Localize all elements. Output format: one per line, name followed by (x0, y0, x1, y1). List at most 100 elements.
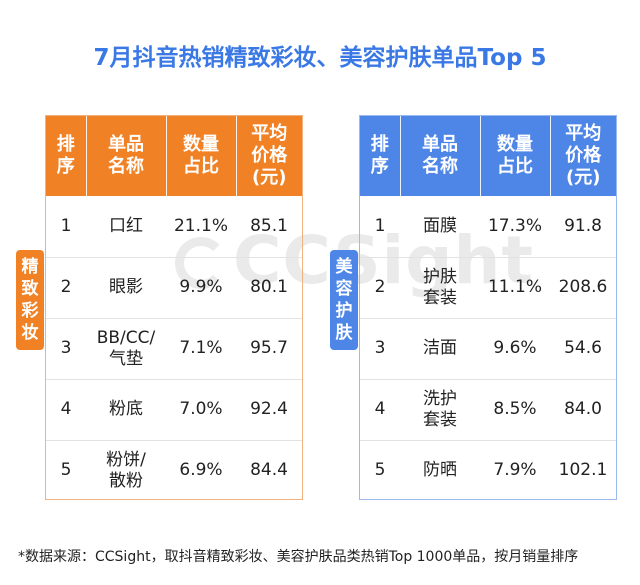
price-cell: 91.8 (550, 196, 616, 258)
rank-cell: 5 (60, 460, 72, 481)
share-cell: 7.1% (166, 318, 236, 380)
text-line: 粉饼/ (106, 449, 146, 470)
price-cell: 84.4 (250, 460, 288, 481)
column-header: 排序 (46, 116, 87, 196)
price-cell: 54.6 (550, 318, 616, 380)
share-cell: 21.1% (166, 196, 236, 258)
text-line: 数量 (183, 134, 219, 155)
text-line: 套装 (423, 287, 457, 308)
text-line: 数量 (497, 134, 533, 155)
text-line: 套装 (423, 409, 457, 430)
text-line: 平均 (565, 123, 602, 144)
text-line: 排 (56, 134, 75, 155)
text-line: 彩 (21, 301, 39, 321)
table-row: 3 洁面 9.6% 54.6 (360, 318, 616, 380)
table-header-row: 排序单品 名称 数量 占比 平均 价格 (元) (360, 116, 616, 196)
rank-cell: 3 (46, 318, 86, 380)
share-cell: 7.9% (493, 460, 537, 481)
text-line: 价格 (565, 145, 602, 166)
product-name-cell: BB/CC/气垫 (86, 318, 166, 380)
share-cell: 17.3% (480, 196, 550, 258)
table-row: 3 BB/CC/气垫 7.1% 95.7 (46, 318, 302, 380)
rank-cell: 1 (360, 196, 400, 258)
share-cell: 11.1% (480, 257, 550, 319)
product-name-cell: 粉底 (86, 379, 166, 441)
text-line: 护 (335, 301, 353, 321)
text-line: 名称 (422, 156, 458, 177)
text-line: 妆 (21, 323, 39, 343)
rank-cell: 2 (360, 257, 400, 319)
rank-cell: 3 (360, 318, 400, 380)
text-line: 容 (335, 279, 353, 299)
price-cell: 208.6 (550, 257, 616, 319)
column-header: 单品 名称 (86, 116, 167, 196)
table-row: 4 粉底 7.0% 92.4 (46, 379, 302, 441)
price-cell: 84.0 (550, 379, 616, 441)
table-row: 1 口红 21.1% 85.1 (46, 196, 302, 258)
text-line: 洗护 (423, 388, 457, 409)
rank-cell: 5 (374, 460, 386, 481)
text-line: 防晒 (423, 460, 457, 481)
text-line: 序 (370, 156, 389, 177)
text-line: 美 (335, 257, 353, 277)
share-cell: 9.6% (480, 318, 550, 380)
text-line: (元) (252, 167, 287, 188)
table-row: 5 粉饼/散粉 6.9% 84.4 (46, 440, 302, 501)
text-line: 平均 (251, 123, 288, 144)
makeup-table: 排序单品 名称 数量 占比 平均 价格 (元) 1 口红 21.1% 85.1 2 眼影 9.9% 80.… (46, 116, 302, 501)
text-line: 序 (56, 156, 75, 177)
skincare-table: 排序单品 名称 数量 占比 平均 价格 (元) 1 面膜 17.3% 91.8 2 护肤 套装 11.1%… (360, 116, 616, 501)
text-line: 占比 (183, 156, 219, 177)
rank-cell: 2 (46, 257, 86, 319)
product-name-cell: 面膜 (400, 196, 480, 258)
product-name-cell: 防晒 (400, 440, 480, 501)
table-row: 2 护肤 套装 11.1% 208.6 (360, 257, 616, 319)
text-line: 洁面 (423, 338, 457, 358)
table-header-row: 排序单品 名称 数量 占比 平均 价格 (元) (46, 116, 302, 196)
text-line: 单品 (108, 134, 144, 155)
left-table-frame (45, 115, 303, 500)
rank-cell: 1 (46, 196, 86, 258)
text-line: 眼影 (109, 277, 143, 297)
product-name-cell: 眼影 (86, 257, 166, 319)
text-line: 价格 (251, 145, 288, 166)
price-cell: 102.1 (558, 460, 608, 481)
product-name-cell: 粉饼/散粉 (86, 440, 166, 501)
text-line: 名称 (108, 156, 144, 177)
share-cell: 8.5% (480, 379, 550, 441)
product-name-cell: 洁面 (400, 318, 480, 380)
text-line: 精 (21, 257, 39, 277)
product-name-cell: 口红 (86, 196, 166, 258)
column-header: 单品 名称 (400, 116, 481, 196)
price-cell: 80.1 (236, 257, 302, 319)
price-cell: 92.4 (236, 379, 302, 441)
table-row: 4 洗护 套装 8.5% 84.0 (360, 379, 616, 441)
category-label-makeup: 精致彩妆 (16, 250, 44, 350)
table-row: 2 眼影 9.9% 80.1 (46, 257, 302, 319)
column-header: 数量 占比 (166, 116, 237, 196)
text-line: 口红 (109, 215, 143, 236)
text-line: 肤 (335, 323, 353, 343)
column-header: 数量 占比 (480, 116, 551, 196)
share-cell: 7.0% (166, 379, 236, 441)
text-line: 粉底 (109, 399, 143, 419)
text-line: 排 (370, 134, 389, 155)
footnote: *数据来源：CCSight，取抖音精致彩妆、美容护肤品类热销Top 1000单品… (18, 549, 579, 565)
share-cell: 6.9% (179, 460, 223, 481)
text-line: 散粉 (109, 470, 143, 491)
table-row: 5 防晒 7.9% 102.1 (360, 440, 616, 501)
table-row: 1 面膜 17.3% 91.8 (360, 196, 616, 258)
price-cell: 95.7 (236, 318, 302, 380)
text-line: BB/CC/ (96, 327, 156, 348)
rank-cell: 4 (360, 379, 400, 441)
product-name-cell: 护肤 套装 (400, 257, 480, 319)
text-line: 单品 (422, 134, 458, 155)
text-line: 占比 (497, 156, 533, 177)
column-header: 平均 价格 (元) (236, 116, 302, 196)
share-cell: 9.9% (166, 257, 236, 319)
right-table-frame (359, 115, 617, 500)
column-header: 平均 价格 (元) (550, 116, 616, 196)
price-cell: 85.1 (236, 196, 302, 258)
text-line: 致 (21, 279, 39, 299)
text-line: 面膜 (423, 215, 457, 236)
